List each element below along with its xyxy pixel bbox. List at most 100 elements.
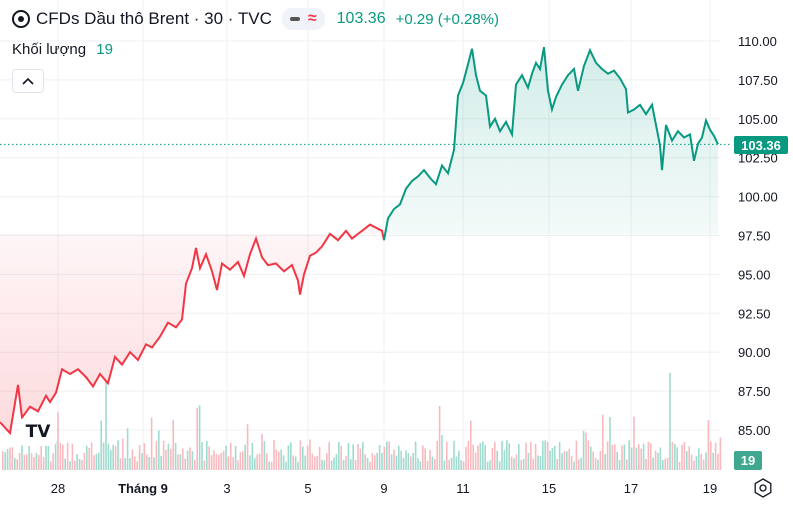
volume-bar <box>635 447 638 470</box>
volume-bar <box>359 448 362 470</box>
volume-bar <box>556 459 558 470</box>
volume-bar <box>342 459 345 470</box>
volume-bar <box>402 457 405 470</box>
volume-bar <box>131 449 134 470</box>
volume-bar <box>57 412 59 470</box>
volume-bar <box>705 452 707 470</box>
volume-label: Khối lượng <box>12 41 87 58</box>
volume-bar <box>630 447 633 470</box>
volume-bar <box>333 457 335 470</box>
collapse-button[interactable] <box>12 69 44 93</box>
volume-bar <box>134 456 136 470</box>
price-line-green <box>383 47 719 241</box>
volume-bar <box>698 448 700 470</box>
volume-bar <box>474 452 477 470</box>
volume-bar <box>38 454 40 470</box>
volume-bar <box>683 441 686 470</box>
volume-bar <box>417 458 419 470</box>
volume-bar <box>690 454 693 470</box>
volume-bar <box>554 445 556 470</box>
volume-bar <box>465 446 467 470</box>
volume-bar <box>165 449 167 470</box>
volume-bar <box>542 440 544 470</box>
volume-bar <box>434 458 436 470</box>
volume-bar <box>714 442 717 470</box>
volume-bar <box>520 459 522 470</box>
volume-bar <box>42 456 45 470</box>
volume-bar <box>537 455 539 470</box>
y-axis[interactable]: 110.00 107.50 105.00 102.50 100.00 97.50 95.00… <box>738 34 778 438</box>
volume-bar <box>590 446 592 470</box>
volume-bar <box>28 442 30 470</box>
volume-bar <box>304 455 306 470</box>
volume-bar <box>597 459 599 470</box>
x-axis[interactable]: 28 Tháng 9 3 5 9 11 15 17 19 <box>51 481 717 496</box>
volume-bar <box>532 458 534 470</box>
volume-bar <box>275 449 278 470</box>
volume-bar <box>278 451 280 470</box>
volume-bar <box>146 454 148 470</box>
volume-bar <box>9 447 11 470</box>
volume-bar <box>580 457 582 470</box>
volume-bar <box>582 431 585 470</box>
volume-bar <box>316 455 318 470</box>
volume-bar <box>424 448 426 470</box>
volume-bar <box>558 442 561 470</box>
volume-bar <box>587 440 590 470</box>
volume-bar <box>102 442 105 470</box>
volume-bar <box>136 461 138 470</box>
volume-bar <box>23 454 26 470</box>
tradingview-logo-icon[interactable]: TV <box>20 418 56 446</box>
volume-bar <box>585 432 587 470</box>
volume-bar <box>6 449 9 470</box>
volume-bar <box>609 417 611 470</box>
volume-bar <box>270 461 273 470</box>
volume-bar <box>616 451 618 470</box>
volume-bar <box>170 448 172 470</box>
volume-bar <box>191 451 194 470</box>
volume-bar <box>518 444 520 470</box>
volume-bar <box>400 450 402 470</box>
volume-value: 19 <box>96 41 113 58</box>
volume-bar <box>374 455 376 470</box>
volume-bar <box>393 449 395 470</box>
volume-bar <box>218 454 220 470</box>
volume-bar <box>335 454 338 470</box>
volume-bar <box>225 445 227 470</box>
volume-bar <box>256 454 258 470</box>
volume-bar <box>395 455 398 470</box>
volume-bar <box>230 442 232 470</box>
volume-bar <box>182 448 184 470</box>
volume-bar <box>563 450 566 470</box>
volume-bar <box>702 459 705 470</box>
volume-bar <box>261 433 263 470</box>
volume-bar <box>412 452 414 470</box>
volume-bar <box>642 443 645 470</box>
volume-bar <box>198 405 201 470</box>
volume-bar <box>470 420 472 470</box>
volume-bar <box>650 442 652 470</box>
settings-gear-icon[interactable] <box>753 478 773 498</box>
volume-bar <box>306 445 309 470</box>
symbol-icon <box>12 10 30 28</box>
chart-style-toggle[interactable]: ≈ <box>281 8 325 30</box>
volume-bar <box>35 452 38 470</box>
volume-bar <box>78 458 81 470</box>
volume-bar <box>599 451 602 470</box>
price-change: +0.29 (+0.28%) <box>395 10 499 28</box>
volume-bar <box>30 453 33 470</box>
volume-bar <box>462 461 465 470</box>
volume-bar <box>674 444 676 470</box>
volume-bar <box>244 444 246 470</box>
volume-bar <box>426 460 429 470</box>
volume-bar <box>155 440 158 470</box>
volume-bar <box>318 446 321 470</box>
volume-bar <box>285 461 287 470</box>
volume-bar <box>366 458 369 470</box>
volume-bar <box>398 445 400 470</box>
volume-bar <box>150 417 153 470</box>
volume-bar <box>695 456 698 470</box>
volume-bar <box>611 444 614 470</box>
symbol-title[interactable]: CFDs Dầu thô Brent · 30 · TVC <box>36 9 272 28</box>
